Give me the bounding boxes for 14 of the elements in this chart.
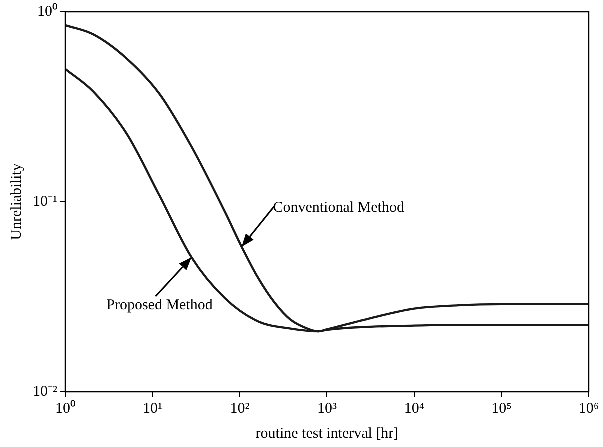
y-tick-label: 10⁻²	[32, 384, 58, 400]
y-axis-title: Unreliability	[8, 163, 25, 240]
x-tick-label: 10³	[318, 400, 338, 417]
x-tick-label: 10²	[230, 400, 250, 417]
x-tick-label: 10⁴	[404, 400, 425, 417]
x-tick-label: 10¹	[143, 400, 162, 417]
y-tick-label: 10⁰	[37, 2, 58, 20]
y-tick-label: 10⁻¹	[32, 194, 58, 210]
x-tick-label: 10⁰	[55, 400, 76, 417]
x-tick-label: 10⁵	[492, 400, 512, 417]
x-tick-label: 10⁶	[578, 400, 600, 417]
annotation: Proposed Method	[106, 298, 214, 314]
annotation: Conventional Method	[273, 200, 405, 216]
x-axis-title: routine test interval [hr]	[256, 426, 399, 442]
